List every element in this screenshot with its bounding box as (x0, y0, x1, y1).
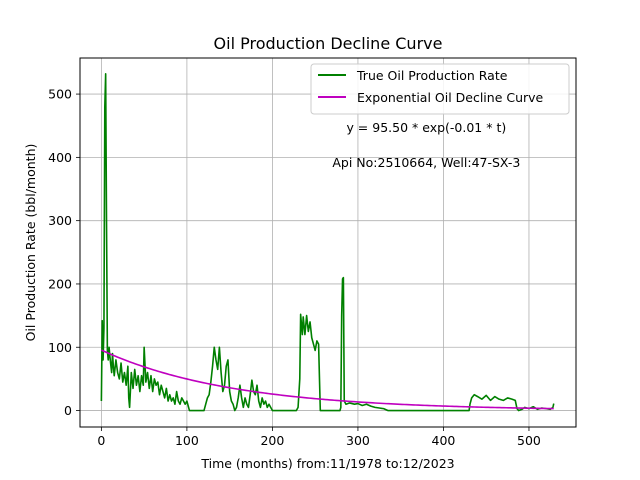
y-tick-label: 100 (48, 340, 72, 355)
x-tick-label: 300 (346, 433, 370, 448)
series-line-exponential-decline (101, 349, 554, 410)
y-tick-label: 200 (48, 276, 72, 291)
equation-annotation: y = 95.50 * exp(-0.01 * t) (346, 120, 506, 135)
x-tick-label: 500 (517, 433, 541, 448)
chart-title: Oil Production Decline Curve (214, 34, 443, 53)
legend-box (310, 63, 570, 115)
well-annotation: Api No:2510664, Well:47-SX-3 (332, 155, 520, 170)
x-tick-label: 200 (260, 433, 284, 448)
grid (80, 58, 576, 427)
annotations: y = 95.50 * exp(-0.01 * t) Api No:2510664… (332, 120, 520, 170)
x-tick-label: 400 (432, 433, 456, 448)
y-tick-label: 0 (64, 403, 72, 418)
series-layer (100, 73, 555, 412)
x-axis-label: Time (months) from:11/1978 to:12/2023 (200, 456, 454, 471)
legend-label-true-oil-rate: True Oil Production Rate (356, 68, 508, 83)
legend-label-exponential-decline: Exponential Oil Decline Curve (357, 90, 544, 105)
series-line-true-oil-rate (100, 73, 555, 412)
legend: True Oil Production Rate Exponential Oil… (310, 63, 570, 115)
x-tick-label: 0 (97, 433, 105, 448)
y-axis-label: Oil Production Rate (bbl/month) (23, 144, 38, 342)
y-tick-label: 300 (48, 213, 72, 228)
plot-frame (79, 57, 577, 428)
y-tick-label: 500 (48, 87, 72, 102)
y-tick-label: 400 (48, 150, 72, 165)
ticks: 0 100 200 300 400 500 0 100 200 300 400 500 (48, 87, 541, 448)
x-tick-label: 100 (175, 433, 199, 448)
